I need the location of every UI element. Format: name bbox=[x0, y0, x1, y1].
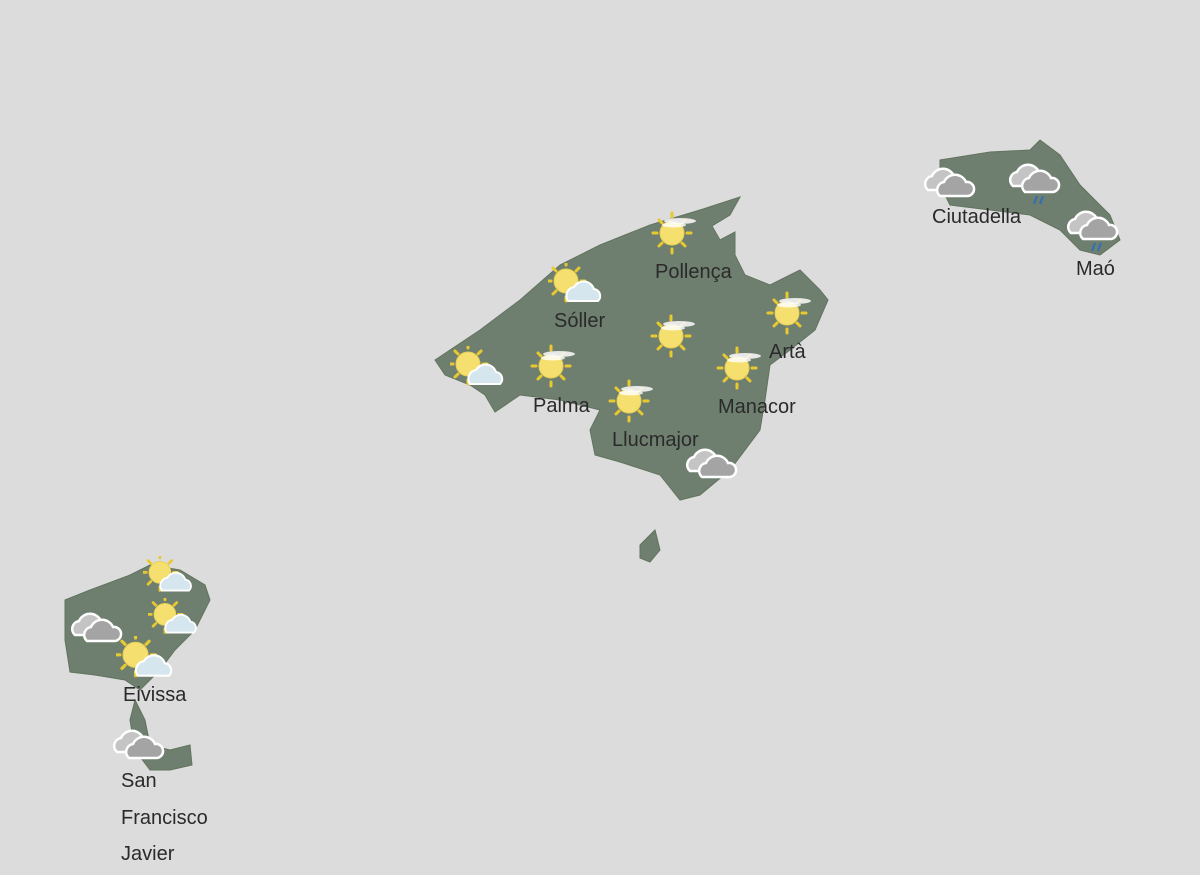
label-francisco: Francisco bbox=[121, 807, 208, 829]
label-soller: Sóller bbox=[554, 310, 606, 332]
label-mao: Maó bbox=[1076, 258, 1115, 280]
label-palma: Palma bbox=[533, 395, 590, 417]
label-ciutadella: Ciutadella bbox=[932, 206, 1021, 228]
island-cabrera bbox=[639, 529, 661, 563]
label-san: San bbox=[121, 770, 157, 792]
label-llucmajor: Llucmajor bbox=[612, 429, 699, 451]
label-arta: Artà bbox=[769, 341, 806, 363]
overcast-icon bbox=[112, 729, 165, 760]
label-eivissa: Eivissa bbox=[123, 684, 187, 706]
label-javier: Javier bbox=[121, 843, 175, 865]
label-manacor: Manacor bbox=[718, 396, 796, 418]
label-pollenca: Pollença bbox=[655, 261, 732, 283]
island-mallorca bbox=[434, 196, 829, 501]
island-eivissa bbox=[64, 564, 211, 691]
